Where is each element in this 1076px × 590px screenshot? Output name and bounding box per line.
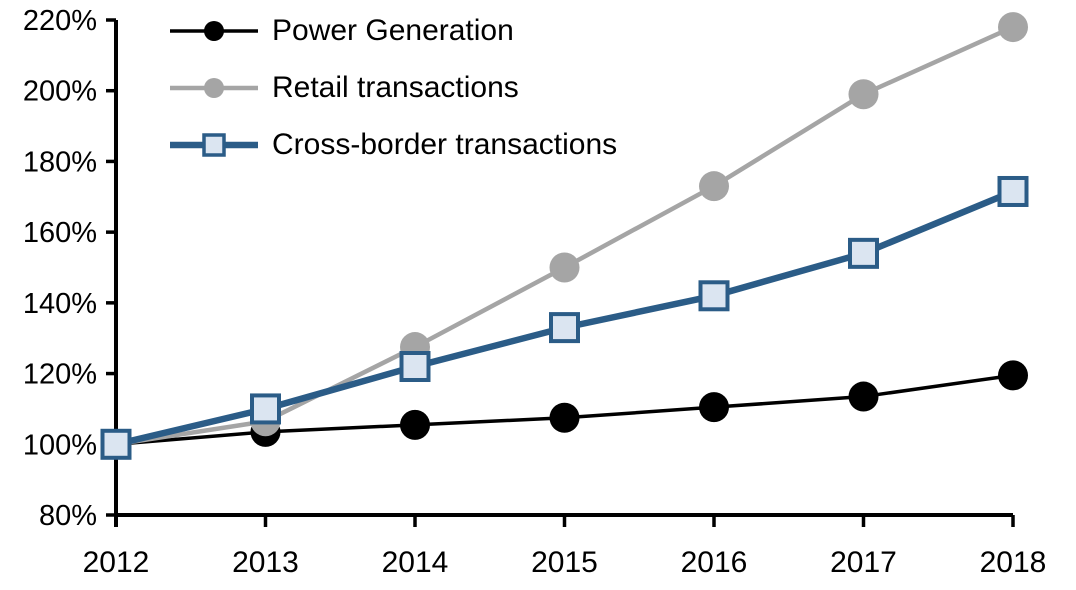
x-axis-tick-label: 2014 <box>382 546 449 579</box>
chart-legend: Power Generation Retail transactions Cro… <box>168 12 617 164</box>
legend-swatch-power-generation <box>170 21 258 41</box>
data-point-marker <box>998 12 1028 43</box>
data-point-marker <box>549 402 580 433</box>
legend-label-retail-transactions: Retail transactions <box>272 71 519 104</box>
legend-marker-circle <box>204 78 224 98</box>
data-point-marker <box>848 79 879 110</box>
data-point-marker <box>848 381 879 412</box>
data-point-marker <box>699 171 729 202</box>
data-point-marker <box>399 351 431 382</box>
data-point-marker <box>250 393 281 425</box>
y-axis-tick-label: 80% <box>39 500 97 532</box>
x-axis-tick-label: 2016 <box>681 546 748 579</box>
y-axis-tick-label: 180% <box>23 146 97 178</box>
y-axis-tick-label: 140% <box>23 288 97 320</box>
y-axis-tick-label: 100% <box>23 429 97 461</box>
legend-label-power-generation: Power Generation <box>272 14 514 47</box>
x-axis-tick-label: 2018 <box>980 546 1047 579</box>
x-axis-tick-label: 2017 <box>830 546 897 579</box>
legend-label-cross-border-transactions: Cross-border transactions <box>272 128 618 161</box>
x-axis-tick-label: 2013 <box>232 546 299 579</box>
data-point-marker <box>400 409 430 440</box>
legend-swatch-cross-border-transactions <box>170 133 258 157</box>
y-axis-tick-label: 120% <box>23 359 97 391</box>
x-axis-tick-label: 2012 <box>83 546 150 579</box>
data-point-marker <box>549 312 580 344</box>
data-point-marker <box>100 428 132 460</box>
legend-marker-circle <box>204 21 224 41</box>
x-axis-tick-label: 2015 <box>531 546 598 579</box>
legend-swatch-retail-transactions <box>170 78 258 98</box>
y-axis-tick-label: 200% <box>23 76 97 108</box>
legend-item-cross-border-transactions: Cross-border transactions <box>168 126 617 164</box>
data-point-marker <box>848 237 879 269</box>
data-point-marker <box>998 360 1028 391</box>
y-axis-tick-label: 160% <box>23 217 97 249</box>
legend-marker-square <box>202 133 226 157</box>
data-point-marker <box>699 392 729 423</box>
legend-item-power-generation: Power Generation <box>168 12 617 50</box>
y-axis-tick-label: 220% <box>23 5 97 37</box>
data-point-marker <box>549 252 580 283</box>
legend-item-retail-transactions: Retail transactions <box>168 69 617 107</box>
data-point-marker <box>997 175 1029 207</box>
data-point-marker <box>698 280 730 312</box>
